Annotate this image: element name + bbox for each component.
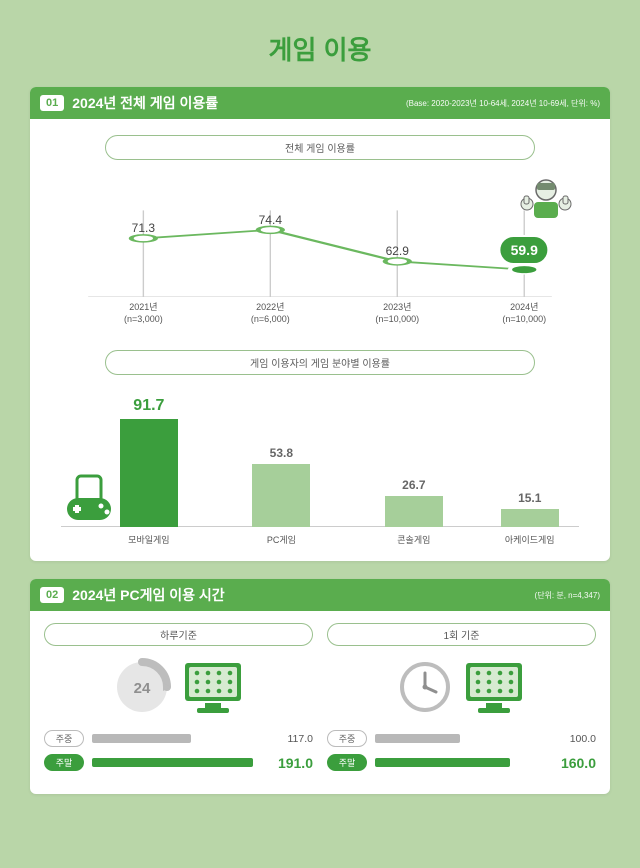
bar-column: 53.8PC게임	[252, 446, 310, 527]
bar-category-label: 모바일게임	[128, 533, 169, 546]
time-metric-row: 주중 117.0	[44, 730, 313, 747]
time-column: 1회 기준 주중 100.0 주말 160.0	[327, 623, 596, 778]
bar-value: 53.8	[270, 446, 293, 460]
bar-rect	[252, 464, 310, 527]
page-title: 게임 이용	[30, 30, 610, 67]
line-x-label: 2021년(n=3,000)	[103, 302, 183, 325]
metric-tag: 주중	[327, 730, 367, 747]
subsection-label-category: 게임 이용자의 게임 분야별 이용률	[105, 350, 536, 375]
line-x-label: 2024년(n=10,000)	[484, 302, 564, 325]
line-x-label: 2023년(n=10,000)	[357, 302, 437, 325]
bar-category-label: 콘솔게임	[397, 533, 430, 546]
time-column: 하루기준 24 주중 117.0 주말 191.0	[44, 623, 313, 778]
time-column-label: 1회 기준	[327, 623, 596, 646]
clock-icon	[398, 660, 452, 714]
bar-column: 26.7콘솔게임	[385, 478, 443, 528]
metric-bar-track	[92, 734, 261, 743]
panel-header: 01 2024년 전체 게임 이용률 (Base: 2020-2023년 10-…	[30, 87, 610, 119]
bar-value: 26.7	[402, 478, 425, 492]
time-metric-row: 주말 160.0	[327, 754, 596, 771]
svg-text:24: 24	[133, 680, 150, 697]
metric-bar-track	[375, 758, 544, 767]
bar-column: 91.7모바일게임	[120, 397, 178, 527]
time-metric-row: 주중 100.0	[327, 730, 596, 747]
metric-tag: 주말	[44, 754, 84, 771]
line-x-label: 2022년(n=6,000)	[230, 302, 310, 325]
bar-rect	[385, 496, 443, 528]
metric-value: 100.0	[556, 733, 596, 745]
bar-column: 15.1아케이드게임	[501, 491, 559, 527]
line-point-value: 62.9	[386, 245, 409, 259]
bar-category-label: 아케이드게임	[505, 533, 555, 546]
bar-chart: 91.7모바일게임53.8PC게임26.7콘솔게임15.1아케이드게임	[44, 387, 596, 545]
bar-rect	[501, 509, 559, 527]
pc-monitor-icon	[462, 659, 526, 715]
metric-value: 117.0	[273, 733, 313, 745]
metric-bar-fill	[92, 758, 253, 767]
metric-bar-track	[375, 734, 544, 743]
pc-monitor-icon	[181, 659, 245, 715]
panel-pc-time: 02 2024년 PC게임 이용 시간 (단위: 분, n=4,347) 하루기…	[30, 579, 610, 794]
metric-bar-track	[92, 758, 261, 767]
time-icon-row: 24	[44, 656, 313, 718]
panel-number: 02	[40, 587, 64, 603]
bar-value: 91.7	[133, 397, 164, 415]
metric-tag: 주중	[44, 730, 84, 747]
bar-rect	[120, 419, 178, 527]
metric-bar-fill	[375, 734, 460, 743]
line-point-value: 74.4	[259, 213, 282, 227]
mobile-game-icon	[61, 474, 117, 527]
panel-header: 02 2024년 PC게임 이용 시간 (단위: 분, n=4,347)	[30, 579, 610, 611]
subsection-label-overall: 전체 게임 이용률	[105, 135, 536, 160]
panel-title: 2024년 전체 게임 이용률	[72, 93, 406, 113]
metric-tag: 주말	[327, 754, 367, 771]
bar-category-label: PC게임	[267, 533, 296, 546]
panel-title: 2024년 PC게임 이용 시간	[72, 585, 534, 605]
line-point-value: 71.3	[132, 222, 155, 236]
panel-body: 하루기준 24 주중 117.0 주말 191.0 1회 기준 주중 100.0 주말 160…	[30, 611, 610, 794]
time-column-label: 하루기준	[44, 623, 313, 646]
bar-value: 15.1	[518, 491, 541, 505]
time-icon-row	[327, 656, 596, 718]
panel-note: (Base: 2020-2023년 10-64세, 2024년 10-69세, …	[406, 98, 600, 109]
highlight-value-badge: 59.9	[499, 235, 550, 265]
metric-bar-fill	[92, 734, 191, 743]
panel-game-usage: 01 2024년 전체 게임 이용률 (Base: 2020-2023년 10-…	[30, 87, 610, 561]
clock-24-icon: 24	[113, 658, 171, 716]
metric-value: 160.0	[556, 755, 596, 771]
time-metric-row: 주말 191.0	[44, 754, 313, 771]
duo-columns: 하루기준 24 주중 117.0 주말 191.0 1회 기준 주중 100.0 주말 160…	[44, 623, 596, 778]
panel-note: (단위: 분, n=4,347)	[535, 590, 600, 601]
metric-value: 191.0	[273, 755, 313, 771]
metric-bar-fill	[375, 758, 510, 767]
panel-number: 01	[40, 95, 64, 111]
line-chart: 71.3 2021년(n=3,000) 74.4 2022년(n=6,000) 62.9…	[44, 172, 596, 332]
panel-body: 전체 게임 이용률 71.3 2021년(n=3,000) 74.4 2022년(n=…	[30, 119, 610, 561]
